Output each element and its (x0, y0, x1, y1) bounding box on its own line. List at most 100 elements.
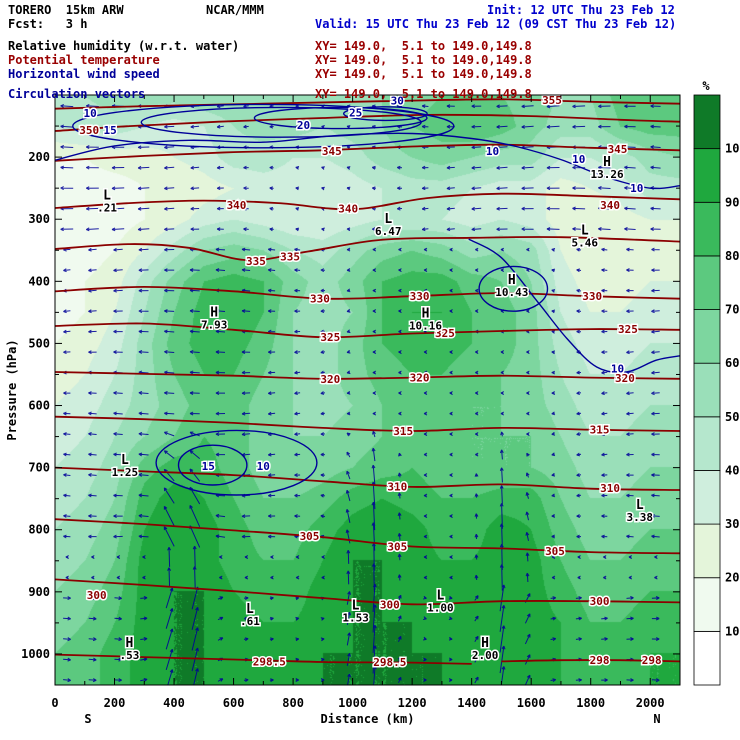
y-tick-label: 400 (28, 274, 50, 288)
center-name: NCAR/MMM (206, 3, 264, 17)
theta-label-325: 325 (618, 323, 638, 336)
theta-label-310: 310 (600, 482, 620, 495)
x-tick-label: 0 (51, 696, 58, 710)
wind-label-30: 30 (391, 95, 404, 108)
theta-label-298: 298 (642, 654, 662, 667)
extremum-value: 2.00 (472, 649, 499, 662)
colorbar-tick-label: 90 (725, 195, 739, 209)
wind-label-15: 15 (103, 124, 116, 137)
colorbar-tick-label: 10 (725, 624, 739, 638)
plot-frame (54, 94, 681, 686)
colorbar-segment (693, 523, 721, 579)
axes (54, 94, 681, 686)
init-time: Init: 12 UTC Thu 23 Feb 12 (487, 3, 675, 17)
theta-label-300: 300 (380, 598, 400, 611)
theta-label-340: 340 (338, 203, 358, 216)
forecast-hour: Fcst: 3 h (8, 17, 88, 31)
colorbar-tick-label: 80 (725, 249, 739, 263)
theta-contour-315 (55, 415, 680, 432)
wind-label-20: 20 (297, 119, 310, 132)
extremum-value: 6.47 (375, 225, 402, 238)
colorbar-tick-label: 50 (725, 410, 739, 424)
x-tick-label: 800 (282, 696, 304, 710)
colorbar-segment (693, 309, 721, 364)
model-title: TORERO 15km ARW (8, 3, 124, 17)
x-axis-title: Distance (km) (321, 712, 415, 726)
extremum-value: 13.26 (591, 168, 624, 181)
extremum-letter: L (352, 599, 360, 614)
theta-label-325: 325 (320, 331, 340, 344)
extremum-value: 3.38 (627, 511, 654, 524)
theta-label-305: 305 (387, 541, 407, 554)
y-tick-label: 900 (28, 585, 50, 599)
extremum-letter: H (210, 305, 218, 320)
theta-label-298: 298 (590, 654, 610, 667)
extremum-letter: H (481, 636, 489, 651)
legend-field-rh: Relative humidity (w.r.t. water) (8, 39, 240, 53)
y-tick-label: 800 (28, 523, 50, 537)
theta-label-335: 335 (246, 255, 266, 268)
theta-contours (55, 98, 680, 665)
wind-contour-15 (72, 103, 455, 149)
x-axis-end-north: N (653, 712, 660, 726)
x-tick-label: 1600 (517, 696, 546, 710)
colorbar-segment (693, 94, 721, 150)
theta-label-300: 300 (590, 595, 610, 608)
theta-contour-298 (501, 659, 680, 663)
extremum-letter: L (581, 223, 589, 238)
extremum-letter: L (384, 212, 392, 227)
x-tick-label: 600 (223, 696, 245, 710)
legend-field-wind: Horizontal wind speed (8, 67, 160, 81)
wind-label-10: 10 (257, 460, 270, 473)
theta-label-305: 305 (300, 530, 320, 543)
colorbar-segment (693, 201, 721, 257)
theta-label-340: 340 (227, 199, 247, 212)
y-tick-label: 500 (28, 336, 50, 350)
theta-label-330: 330 (410, 290, 430, 303)
theta-contour-310 (55, 466, 680, 491)
extremum-letter: H (422, 307, 430, 322)
x-tick-label: 1000 (338, 696, 367, 710)
theta-contour-320 (55, 371, 680, 380)
theta-contour-330 (55, 285, 680, 300)
extremum-value: .53 (119, 649, 139, 662)
colorbar-segment (693, 255, 721, 310)
extremum-letter: H (603, 155, 611, 170)
theta-label-350: 350 (79, 124, 99, 137)
x-axis-end-south: S (84, 712, 91, 726)
theta-label-330: 330 (582, 290, 602, 303)
theta-label-335: 335 (280, 251, 300, 264)
y-tick-label: 300 (28, 212, 50, 226)
theta-label-298.5: 298.5 (253, 655, 286, 668)
theta-contour-300 (55, 578, 680, 606)
theta-label-320: 320 (410, 372, 430, 385)
wind-label-10: 10 (572, 153, 585, 166)
extremum-value: 10.43 (495, 286, 528, 299)
extremum-letter: L (636, 498, 644, 513)
colorbar-tick-label: 40 (725, 464, 739, 478)
extremum-value: 5.46 (572, 236, 599, 249)
theta-contour-345 (55, 143, 680, 162)
extremum-letter: H (125, 636, 133, 651)
extremum-value: .21 (97, 202, 117, 215)
theta-label-340: 340 (600, 199, 620, 212)
wind-contour-10 (155, 429, 318, 496)
colorbar-tick-label: 100 (725, 142, 740, 156)
extremum-letter: L (103, 189, 111, 204)
theta-label-320: 320 (615, 372, 635, 385)
theta-label-310: 310 (387, 480, 407, 493)
legend-xy-rh: XY= 149.0, 5.1 to 149.0,149.8 (315, 39, 532, 53)
legend-field-theta: Potential temperature (8, 53, 160, 67)
contour-labels: 355 350 345 345 340 340 340 335 335 330 330 330 325 3… (78, 93, 663, 671)
theta-contour-325 (55, 322, 680, 339)
extremum-value: 1.53 (342, 612, 369, 625)
theta-label-330: 330 (310, 293, 330, 306)
legend-xy-wind: XY= 149.0, 5.1 to 149.0,149.8 (315, 67, 532, 81)
theta-contour-305 (55, 518, 680, 555)
vector-arrows (60, 104, 661, 685)
wind-label-10: 10 (630, 182, 643, 195)
wind-label-25: 25 (349, 106, 362, 119)
colorbar-segment (693, 577, 721, 632)
